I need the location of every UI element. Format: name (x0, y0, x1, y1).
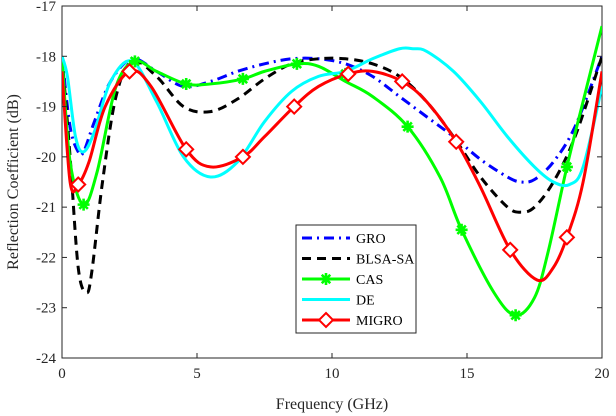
legend-label-cas: CAS (356, 273, 383, 288)
y-tick-label: -20 (36, 150, 56, 166)
data-point-migro (69, 176, 87, 193)
y-tick-label: -22 (36, 250, 56, 266)
y-tick-label: -23 (36, 301, 56, 317)
data-point-cas (401, 120, 414, 133)
series-line-cas (62, 25, 602, 317)
legend-marker-migro (317, 311, 335, 329)
x-tick-label: 15 (460, 366, 475, 382)
data-point-migro (501, 241, 519, 259)
data-point-cas (509, 309, 522, 322)
legend: GRO BLSA-SA CAS DE MIGRO (295, 224, 417, 334)
data-point-migro (558, 228, 576, 246)
data-point-migro (177, 140, 195, 158)
x-axis-title: Frequency (GHz) (276, 396, 388, 413)
data-point-cas (560, 160, 573, 173)
series-line-migro (62, 68, 602, 283)
tick-layer: 0 5 10 15 20 -24 -23 -22 -21 -20 -19 -18 -17 (36, 0, 610, 382)
legend-label-gro: GRO (356, 232, 386, 247)
y-tick-label: -17 (36, 0, 56, 15)
series-line-de (62, 46, 602, 188)
data-point-migro (234, 148, 252, 166)
x-tick-label: 10 (325, 366, 340, 382)
y-tick-label: -21 (36, 200, 56, 216)
data-point-cas (236, 72, 249, 85)
x-tick-label: 5 (193, 366, 201, 382)
series-layer (62, 25, 602, 317)
data-point-migro (285, 98, 303, 115)
data-point-cas (180, 77, 193, 90)
data-point-cas (77, 198, 90, 211)
y-tick-label: -19 (36, 100, 56, 116)
data-point-cas (290, 57, 303, 70)
data-point-migro (121, 62, 138, 80)
data-point-migro (393, 73, 411, 90)
series-line-gro (62, 55, 602, 184)
x-tick-label: 20 (595, 366, 610, 382)
y-tick-label: -24 (36, 351, 56, 367)
data-point-cas (128, 55, 141, 68)
series-line-blsa-sa (62, 55, 602, 295)
legend-label-de: DE (356, 294, 375, 309)
legend-label-blsa-sa: BLSA-SA (356, 253, 415, 268)
legend-marker-cas (320, 273, 332, 285)
y-tick-label: -18 (36, 49, 56, 65)
x-tick-label: 0 (58, 366, 66, 382)
marker-layer (69, 55, 576, 322)
legend-label-migro: MIGRO (356, 314, 403, 329)
data-point-migro (447, 133, 465, 151)
data-point-migro (339, 65, 357, 83)
y-axis-title: Reflection Coefficient (dB) (5, 94, 22, 270)
data-point-cas (455, 223, 468, 236)
